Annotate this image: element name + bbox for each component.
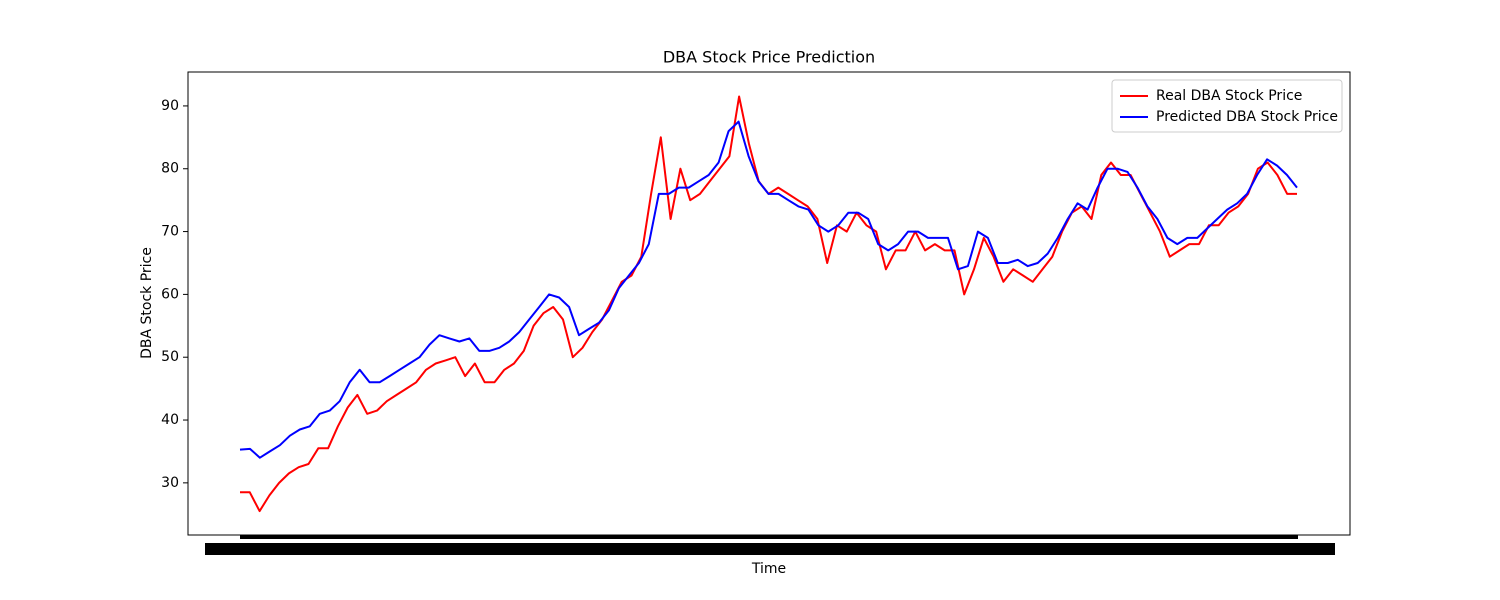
legend-label: Predicted DBA Stock Price [1156,109,1338,125]
plot-frame [187,71,1351,536]
y-tick-label: 40 [161,412,179,428]
y-tick-label: 60 [161,286,179,302]
x-tick-label-band [205,543,1335,555]
y-tick-label: 50 [161,349,179,365]
y-tick-label: 30 [161,475,179,491]
y-tick-label: 80 [161,161,179,177]
legend-box [1111,79,1343,133]
y-tick-label: 90 [161,98,179,114]
chart-title: DBA Stock Price Prediction [663,48,875,67]
legend-label: Real DBA Stock Price [1156,88,1302,104]
x-tick-band [240,535,1298,539]
data-line [239,120,1298,459]
x-axis-label: Time [751,561,786,577]
y-axis-label: DBA Stock Price [139,247,155,359]
y-tick-label: 70 [161,224,179,240]
